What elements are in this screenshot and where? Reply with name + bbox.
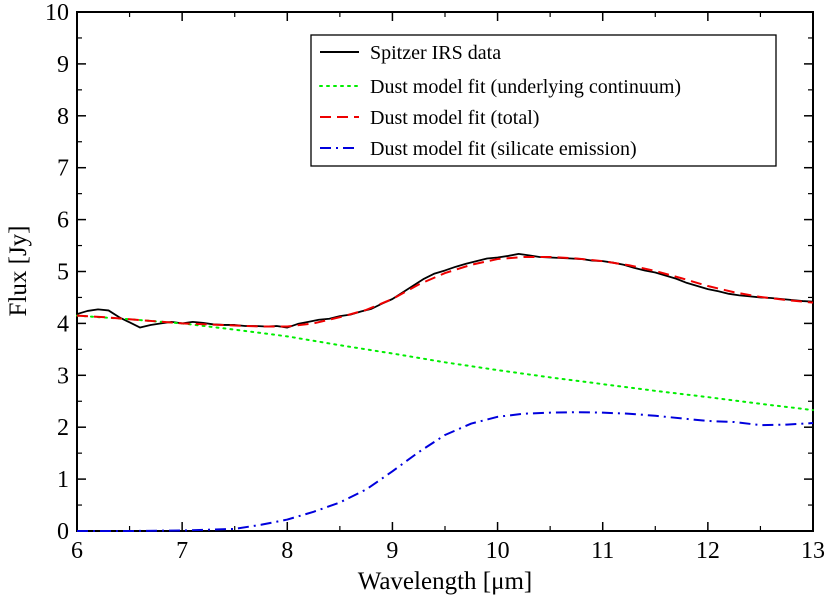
legend-label-continuum: Dust model fit (underlying continuum) [370,76,681,98]
y-tick-label: 1 [57,467,69,493]
y-tick-label: 4 [57,311,69,337]
legend-box [310,34,777,167]
x-tick-label: 7 [176,538,188,564]
y-tick-label: 7 [57,156,69,182]
series-dust-model-fit-silicate-emission [77,411,814,532]
series-line-dust-model-fit-total [76,255,814,328]
series-dust-model-fit-underlying-continuum [76,314,814,412]
x-axis-label: Wavelength [μm] [358,568,533,595]
series-line-dust-model-fit-underlying-continuum [76,314,814,412]
x-tick-label: 11 [591,538,614,564]
series-line-spitzer-irs-data [76,252,814,329]
x-tick-label: 8 [281,538,293,564]
series-dust-model-fit-total [76,255,814,328]
y-tick-label: 9 [57,52,69,78]
x-tick-label: 9 [386,538,398,564]
legend-label-silicate: Dust model fit (silicate emission) [370,138,637,160]
x-tick-label: 12 [696,538,720,564]
y-axis-label: Flux [Jy] [5,226,32,317]
series-spitzer-irs-data [76,252,814,329]
series-layer [76,252,814,532]
y-tick-label: 0 [57,519,69,545]
series-line-dust-model-fit-silicate-emission [77,411,814,532]
x-tick-label: 10 [486,538,510,564]
legend-label-total: Dust model fit (total) [370,107,539,129]
y-tick-label: 2 [57,415,69,441]
legend-label-spitzer-irs-data: Spitzer IRS data [370,42,501,64]
y-tick-label: 10 [45,0,69,26]
legend: Spitzer IRS data Dust model fit (underly… [310,34,777,167]
y-tick-label: 5 [57,260,69,286]
x-tick-label: 13 [801,538,825,564]
y-tick-label: 8 [57,104,69,130]
x-tick-label: 6 [71,538,83,564]
y-tick-label: 6 [57,208,69,234]
y-tick-label: 3 [57,363,69,389]
